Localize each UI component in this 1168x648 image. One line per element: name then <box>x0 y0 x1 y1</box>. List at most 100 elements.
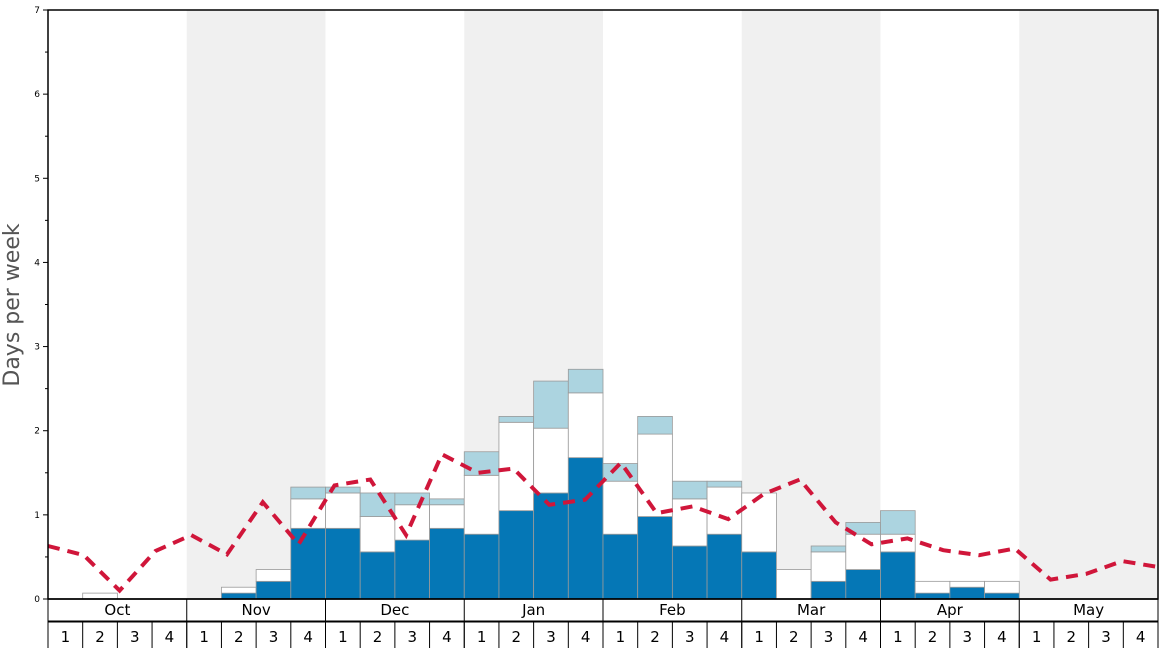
week-label: 3 <box>962 628 972 646</box>
week-label: 1 <box>477 628 487 646</box>
bar-segment <box>706 533 743 600</box>
week-label: 1 <box>754 628 764 646</box>
bar-segment <box>533 492 569 600</box>
y-tick-label: 1 <box>34 511 40 521</box>
bar-segment <box>498 510 535 600</box>
week-label: 1 <box>338 628 348 646</box>
bar-segment <box>949 586 985 600</box>
week-label: 2 <box>373 628 383 646</box>
bar-segment <box>914 592 951 600</box>
bar-segment <box>810 551 847 582</box>
bar-segment <box>255 580 292 600</box>
y-tick-label: 0 <box>34 595 40 605</box>
week-label: 4 <box>581 628 591 646</box>
bar-segment <box>394 539 430 600</box>
month-band <box>1019 10 1158 599</box>
bar-segment <box>810 545 847 553</box>
bar-segment <box>845 569 881 600</box>
bar-segment <box>914 580 951 594</box>
week-label: 2 <box>650 628 660 646</box>
bars <box>82 368 1020 600</box>
month-label: Oct <box>104 601 130 619</box>
bar-segment <box>984 592 1020 600</box>
bar-segment <box>637 433 673 517</box>
week-label: 1 <box>616 628 626 646</box>
week-label: 4 <box>165 628 175 646</box>
bar-segment <box>290 527 326 600</box>
bar-segment <box>741 492 777 553</box>
bar-segment <box>984 580 1020 594</box>
week-label: 2 <box>512 628 522 646</box>
month-label: Mar <box>797 601 826 619</box>
bar-segment <box>533 427 569 494</box>
bar-segment <box>602 463 639 482</box>
bar-segment <box>880 551 916 600</box>
axes: 0 1 2 3 4 5 6 7 Oct Nov Dec Jan Feb Mar Apr May 1 2 3 4 1 2 3 4… <box>34 6 1159 648</box>
week-label: 4 <box>997 628 1007 646</box>
bar-segment <box>567 457 604 600</box>
y-tick-label: 7 <box>34 6 40 16</box>
bar-segment <box>463 474 500 535</box>
y-axis-label: Days per week <box>0 223 25 386</box>
week-label: 4 <box>1136 628 1146 646</box>
y-tick-label: 2 <box>34 427 40 437</box>
bar-segment <box>637 516 673 600</box>
month-label: Feb <box>659 601 686 619</box>
bar-segment <box>394 492 430 506</box>
bar-segment <box>949 580 985 588</box>
week-label: 2 <box>234 628 244 646</box>
bar-segment <box>255 569 292 582</box>
bar-segment <box>671 545 708 600</box>
dashed-line-series <box>47 451 1159 594</box>
week-label: 2 <box>928 628 938 646</box>
bar-segment <box>602 480 639 535</box>
week-label: 1 <box>1032 628 1042 646</box>
week-label: 3 <box>130 628 140 646</box>
bar-segment <box>498 416 535 423</box>
week-label: 3 <box>546 628 556 646</box>
bar-segment <box>325 486 361 494</box>
week-label: 4 <box>858 628 868 646</box>
week-label: 1 <box>893 628 903 646</box>
month-label: Apr <box>937 601 964 619</box>
week-label: 1 <box>61 628 71 646</box>
month-label: Dec <box>380 601 409 619</box>
week-label: 4 <box>720 628 730 646</box>
bar-segment <box>776 569 812 600</box>
bar-segment <box>82 592 118 600</box>
y-tick-label: 3 <box>34 343 40 353</box>
bar-segment <box>429 504 465 529</box>
y-tick-label: 5 <box>34 174 40 184</box>
week-label: 2 <box>95 628 105 646</box>
series-line <box>47 451 1159 594</box>
bar-segment <box>706 486 743 535</box>
bar-segment <box>567 368 604 394</box>
bar-segment <box>429 498 465 506</box>
bar-segment <box>810 580 847 600</box>
bar-segment <box>498 421 535 512</box>
bar-segment <box>706 480 743 488</box>
bar-segment <box>567 392 604 459</box>
month-label: Nov <box>241 601 270 619</box>
week-label: 3 <box>685 628 695 646</box>
week-label: 1 <box>199 628 209 646</box>
bar-segment <box>290 486 326 500</box>
week-label: 3 <box>269 628 279 646</box>
month-label: May <box>1073 601 1104 619</box>
bar-segment <box>221 592 257 600</box>
week-label: 2 <box>789 628 799 646</box>
bar-segment <box>880 510 916 535</box>
bar-segment <box>671 480 708 500</box>
bar-segment <box>325 527 361 600</box>
week-label: 3 <box>824 628 834 646</box>
y-tick-label: 6 <box>34 90 40 100</box>
week-label: 3 <box>407 628 417 646</box>
background-bands <box>186 10 1158 599</box>
bar-segment <box>359 516 396 553</box>
bar-segment <box>637 416 673 435</box>
week-label: 4 <box>303 628 313 646</box>
bar-segment <box>533 380 569 429</box>
bar-segment <box>290 498 326 529</box>
bar-segment <box>463 533 500 600</box>
